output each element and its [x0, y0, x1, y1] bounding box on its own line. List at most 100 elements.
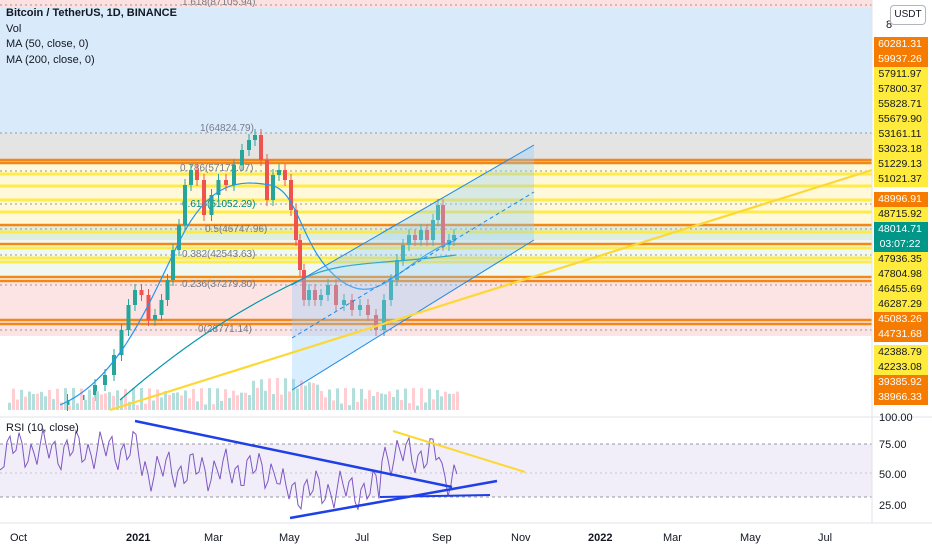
volume-bar	[404, 388, 407, 410]
rsi-indicator-label[interactable]: RSI (10, close)	[6, 422, 79, 434]
time-axis-label: Oct	[10, 532, 27, 544]
volume-bar	[300, 380, 303, 410]
candle-body	[277, 170, 281, 175]
ma50-indicator-label[interactable]: MA (50, close, 0)	[6, 38, 89, 50]
volume-bar	[16, 399, 19, 410]
ma50-line	[59, 182, 457, 406]
ma200-indicator-label[interactable]: MA (200, close, 0)	[6, 53, 95, 66]
volume-bar	[368, 390, 371, 410]
candle-body	[202, 180, 206, 215]
volume-bar	[192, 389, 195, 410]
channel-upper-line	[291, 144, 535, 286]
candle-body	[171, 250, 175, 280]
candle-body	[93, 385, 97, 395]
volume-bar	[168, 394, 171, 410]
candle-body	[452, 235, 456, 240]
volume-bar	[36, 393, 39, 410]
volume-bar	[236, 395, 239, 410]
volume-bar	[452, 393, 455, 410]
price-label: 42233.08	[874, 360, 928, 375]
volume-bar	[24, 396, 27, 410]
candle-body	[247, 140, 251, 150]
volume-bar	[96, 391, 99, 410]
volume-bar	[408, 403, 411, 410]
time-axis-label: 2021	[126, 532, 150, 544]
volume-bar	[344, 388, 347, 410]
candle-body	[307, 290, 311, 300]
candle-body	[209, 195, 214, 215]
price-label: 44731.68	[874, 327, 928, 342]
candle-body	[224, 180, 228, 185]
price-label: 60281.31	[874, 37, 928, 52]
candle-body	[283, 170, 287, 180]
fib-zone-blue	[0, 8, 872, 133]
volume-bar	[424, 402, 427, 410]
price-label: 47936.35	[874, 252, 928, 267]
volume-bar	[20, 389, 23, 410]
price-label: 39385.92	[874, 375, 928, 390]
candle-body	[195, 170, 199, 180]
volume-bar	[144, 403, 147, 410]
volume-bar	[220, 401, 223, 410]
candle-body	[294, 210, 298, 240]
price-label: 38966.33	[874, 390, 928, 405]
volume-bar	[176, 392, 179, 410]
fib-level-label: 0.618(51052.29)	[182, 199, 255, 210]
time-axis-label: May	[279, 532, 300, 544]
candle-body	[302, 270, 306, 300]
candle-body	[419, 230, 423, 240]
candle-body	[436, 205, 440, 220]
volume-bar	[12, 388, 15, 410]
candle-body	[271, 175, 275, 200]
volume-bar	[272, 394, 275, 410]
candle-body	[313, 290, 317, 300]
candle-body	[395, 260, 399, 280]
volume-bar	[296, 388, 299, 410]
candle-body	[401, 245, 405, 260]
candle-body	[165, 280, 170, 300]
time-axis-label: 2022	[588, 532, 612, 544]
price-label: 51021.37	[874, 172, 928, 187]
fib-level-label: 0(28771.14)	[198, 324, 252, 335]
time-axis-label: May	[740, 532, 761, 544]
candle-body	[334, 285, 338, 305]
volume-bar	[92, 397, 95, 410]
candle-body	[374, 315, 378, 330]
time-axis-label: Jul	[355, 532, 369, 544]
volume-bar	[384, 394, 387, 410]
chart-legend: Bitcoin / TetherUS, 1D, BINANCE Vol MA (…	[6, 6, 177, 68]
volume-bar	[32, 394, 35, 410]
fib-level-label: 1.618(87105.94)	[182, 0, 255, 8]
volume-bar	[68, 405, 71, 410]
volume-bar	[216, 388, 219, 410]
fib-level-label: 0.236(37279.80)	[182, 279, 255, 290]
candle-body	[289, 180, 293, 210]
volume-bar	[48, 390, 51, 410]
volume-bar	[380, 393, 383, 410]
volume-bar	[388, 391, 391, 410]
candle-body	[133, 290, 137, 305]
yellow-trend-line	[109, 168, 873, 412]
price-label: 57911.97	[874, 67, 928, 82]
price-label: 42388.79	[874, 345, 928, 360]
volume-bar	[248, 395, 251, 410]
symbol-title[interactable]: Bitcoin / TetherUS, 1D, BINANCE	[6, 7, 177, 19]
volume-bars	[8, 378, 459, 410]
price-label: 53023.18	[874, 142, 928, 157]
fib-level-label: 0.5(46747.96)	[205, 224, 267, 235]
candle-body	[177, 225, 181, 250]
volume-bar	[316, 384, 319, 410]
currency-button[interactable]: USDT	[890, 5, 926, 25]
volume-bar	[52, 399, 55, 410]
volume-bar	[124, 388, 127, 410]
candle-body	[431, 220, 435, 240]
candle-body	[298, 240, 302, 270]
volume-bar	[244, 392, 247, 410]
volume-bar	[76, 403, 79, 410]
candle-body	[350, 300, 354, 310]
candle-body	[253, 135, 257, 140]
volume-indicator-label[interactable]: Vol	[6, 22, 22, 35]
volume-bar	[352, 388, 355, 410]
